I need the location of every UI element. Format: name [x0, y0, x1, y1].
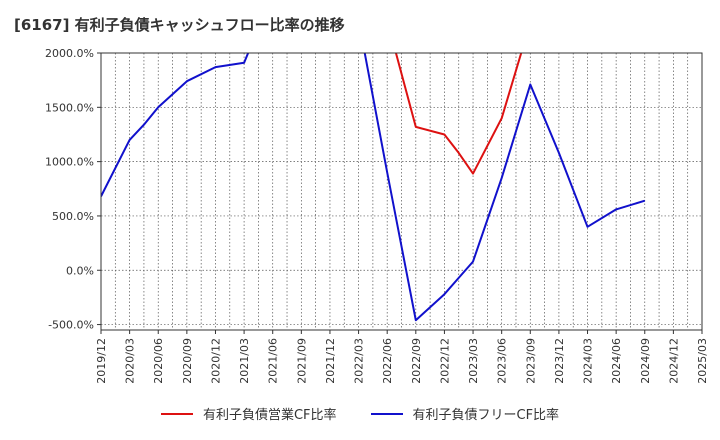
x-tick-label: 2024/09: [639, 338, 652, 384]
legend-swatch-red: [160, 412, 193, 415]
x-tick-label: 2022/06: [381, 338, 394, 384]
x-tick-label: 2023/09: [524, 338, 537, 384]
y-tick-label: 1000.0%: [45, 156, 94, 169]
x-tick-label: 2022/03: [353, 338, 366, 384]
series-line-operating-cf: [394, 53, 523, 175]
legend-label-operating-cf: 有利子負債営業CF比率: [202, 408, 337, 423]
legend: 有利子負債営業CF比率 有利子負債フリーCF比率: [0, 404, 720, 423]
x-tick-label: 2020/12: [209, 338, 222, 384]
x-tick-label: 2024/03: [582, 338, 595, 384]
x-axis-ticks: 2019/12 2020/03 2020/06 2020/09 2020/12 2021/…: [95, 330, 709, 384]
y-tick-label: -500.0%: [48, 319, 94, 332]
plot-border: [100, 52, 703, 331]
legend-swatch-blue: [370, 412, 403, 415]
x-tick-label: 2022/12: [438, 338, 451, 384]
series-line-free-cf: [101, 53, 250, 197]
chart-title: [6167] 有利子負債キャッシュフロー比率の推移: [14, 16, 345, 34]
x-tick-label: 2020/03: [124, 338, 137, 384]
x-tick-label: 2021/06: [267, 338, 280, 384]
x-tick-label: 2020/06: [152, 338, 165, 384]
y-axis-ticks: -500.0% 0.0% 500.0% 1000.0% 1500.0% 2000.0%: [45, 47, 101, 332]
series-line-free-cf: [363, 53, 646, 322]
x-tick-label: 2021/03: [238, 338, 251, 384]
x-tick-label: 2020/09: [181, 338, 194, 384]
legend-item-free-cf: 有利子負債フリーCF比率: [370, 404, 560, 423]
x-tick-label: 2021/09: [295, 338, 308, 384]
x-tick-label: 2023/06: [496, 338, 509, 384]
y-tick-label: 0.0%: [66, 264, 94, 277]
y-tick-label: 1500.0%: [45, 101, 94, 114]
x-tick-label: 2022/09: [410, 338, 423, 384]
x-tick-label: 2025/03: [696, 338, 709, 384]
series-group: [101, 53, 646, 322]
x-tick-label: 2023/12: [553, 338, 566, 384]
legend-item-operating-cf: 有利子負債営業CF比率: [160, 404, 337, 423]
x-tick-label: 2019/12: [95, 338, 108, 384]
legend-label-free-cf: 有利子負債フリーCF比率: [412, 408, 560, 423]
x-tick-label: 2024/06: [610, 338, 623, 384]
y-tick-label: 500.0%: [52, 210, 94, 223]
grid-lines: [101, 53, 702, 330]
x-tick-label: 2023/03: [467, 338, 480, 384]
x-tick-label: 2021/12: [324, 338, 337, 384]
x-tick-label: 2024/12: [667, 338, 680, 384]
y-tick-label: 2000.0%: [45, 47, 94, 60]
